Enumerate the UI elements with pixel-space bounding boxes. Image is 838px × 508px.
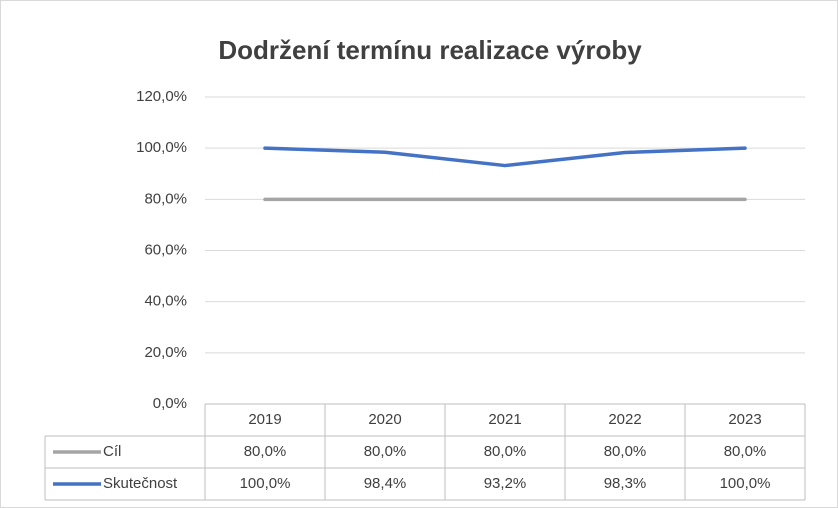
data-table-value: 80,0% xyxy=(724,443,767,460)
y-tick-label: 40,0% xyxy=(144,293,187,310)
data-table-value: 98,4% xyxy=(364,475,407,492)
series-line xyxy=(263,146,747,168)
data-table-value: 93,2% xyxy=(484,475,527,492)
x-tick-label: 2023 xyxy=(728,411,761,428)
x-tick-label: 2019 xyxy=(248,411,281,428)
data-table-value: 98,3% xyxy=(604,475,647,492)
y-tick-label: 20,0% xyxy=(144,344,187,361)
x-tick-label: 2022 xyxy=(608,411,641,428)
y-tick-label: 0,0% xyxy=(153,395,187,412)
x-tick-label: 2021 xyxy=(488,411,521,428)
data-table-value: 80,0% xyxy=(604,443,647,460)
data-table-value: 80,0% xyxy=(244,443,287,460)
y-tick-label: 80,0% xyxy=(144,190,187,207)
x-tick-label: 2020 xyxy=(368,411,401,428)
data-table-value: 80,0% xyxy=(364,443,407,460)
legend-label: Skutečnost xyxy=(103,475,178,492)
chart-title: Dodržení termínu realizace výroby xyxy=(218,35,642,65)
y-tick-label: 60,0% xyxy=(144,241,187,258)
legend-label: Cíl xyxy=(103,443,121,460)
data-table-value: 80,0% xyxy=(484,443,527,460)
data-table-value: 100,0% xyxy=(720,475,771,492)
data-table-value: 100,0% xyxy=(240,475,291,492)
y-tick-label: 100,0% xyxy=(136,139,187,156)
y-tick-label: 120,0% xyxy=(136,88,187,105)
